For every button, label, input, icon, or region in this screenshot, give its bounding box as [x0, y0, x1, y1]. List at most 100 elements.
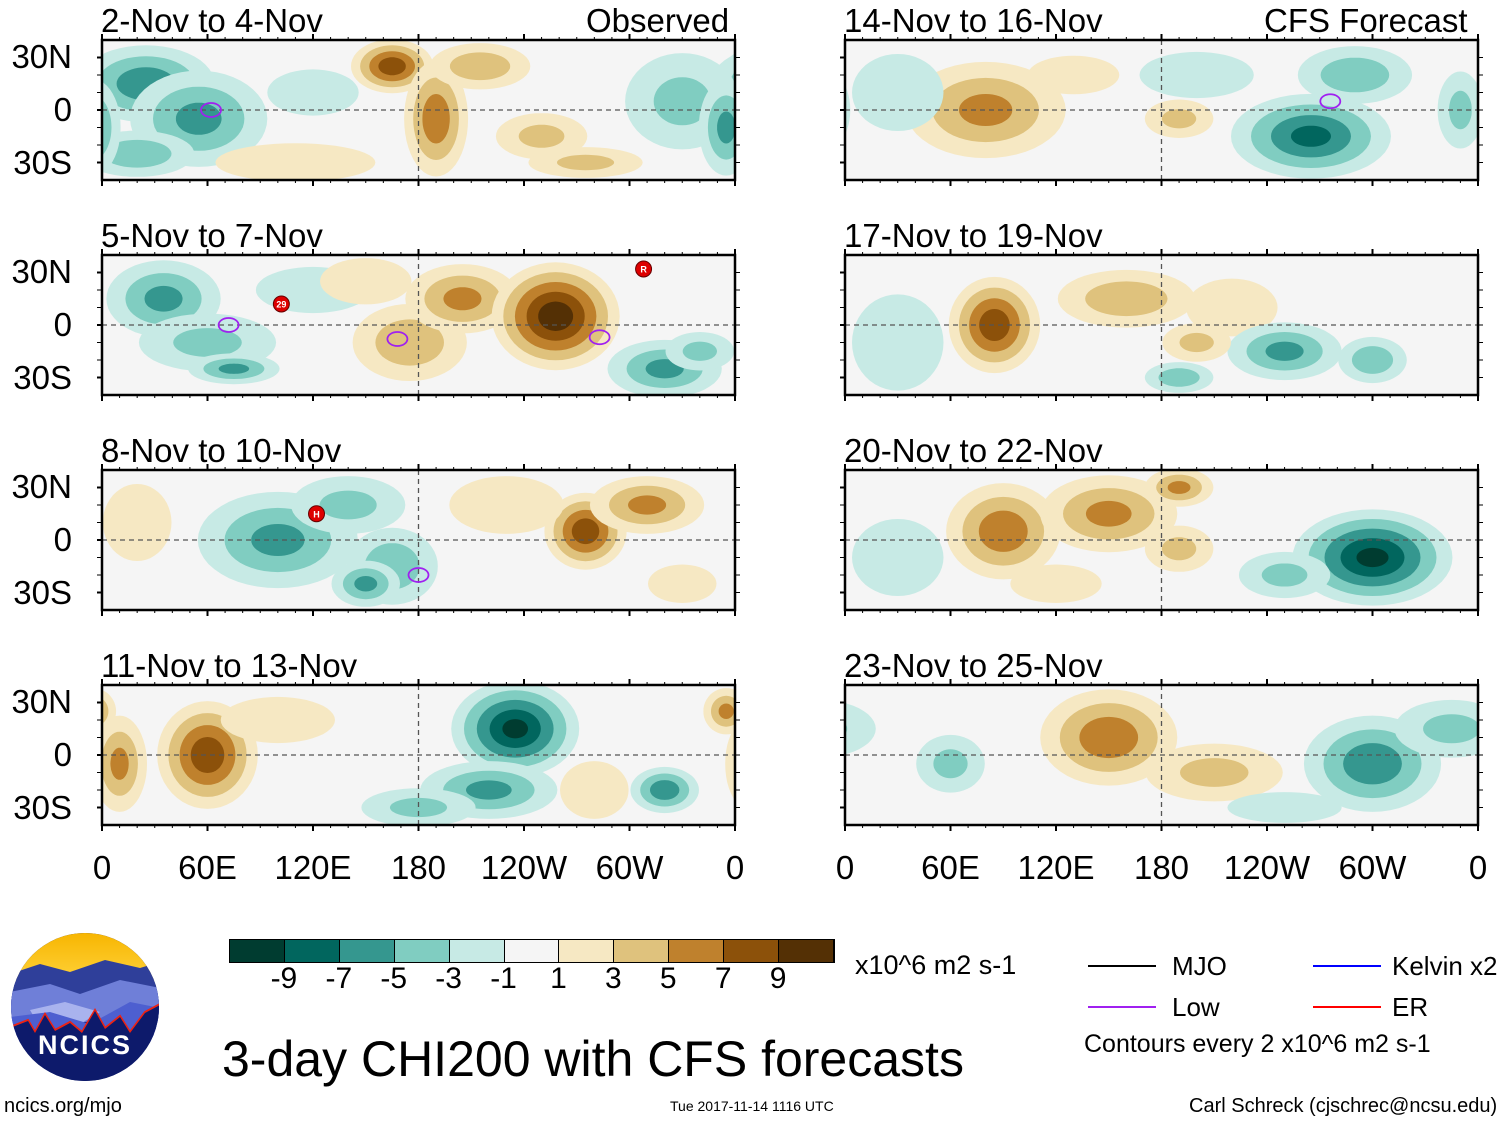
contour-note: Contours every 2 x10^6 m2 s-1: [1084, 1030, 1431, 1058]
colorbar-label: 5: [659, 962, 677, 995]
colorbar-swatch: [339, 940, 395, 962]
anomaly-contour-fill: [852, 294, 944, 391]
anomaly-contour-fill: [1343, 743, 1402, 785]
panel-title: 11-Nov to 13-Nov: [101, 647, 358, 684]
anomaly-contour-fill: [1291, 125, 1331, 147]
anomaly-contour-fill: [354, 576, 378, 592]
anomaly-contour-fill: [1180, 758, 1249, 787]
er-legend-label: ER: [1392, 992, 1429, 1022]
anomaly-contour-fill: [443, 287, 482, 311]
map-panel: [97, 34, 740, 186]
tropical-cyclone-icon: 29: [272, 295, 290, 313]
low-contour: [1319, 93, 1342, 110]
anomaly-contour-fill: [518, 124, 565, 148]
low-legend-line: [1088, 1006, 1156, 1008]
anomaly-contour-fill: [267, 69, 359, 116]
colorbar-swatch: [394, 940, 450, 962]
anomaly-contour-fill: [978, 510, 1028, 552]
lat-label: 30N: [11, 468, 72, 505]
anomaly-contour-fill: [1158, 368, 1200, 387]
lat-label: 30N: [11, 38, 72, 75]
colorbar-label: -1: [490, 962, 517, 995]
observed-label: Observed: [586, 2, 730, 39]
lat-label: 30S: [13, 574, 72, 611]
storm-label: 29: [276, 300, 286, 310]
anomaly-contour-fill: [173, 328, 242, 357]
anomaly-contour-fill: [375, 319, 444, 366]
lat-label: 0: [53, 306, 72, 343]
colorbar-label: -9: [270, 962, 298, 995]
lon-label: 180: [1133, 849, 1190, 886]
tropical-cyclone-icon: R: [635, 260, 653, 278]
anomaly-contour-fill: [1423, 714, 1478, 744]
anomaly-contour-fill: [682, 341, 717, 361]
lon-label: 0: [725, 849, 745, 886]
anomaly-contour-fill: [1161, 109, 1197, 129]
anomaly-contour-fill: [1010, 564, 1102, 603]
anomaly-contour-fill: [466, 780, 512, 800]
map-panel: [840, 34, 1483, 186]
mjo-legend-label: MJO: [1172, 951, 1227, 981]
lat-label: 30S: [13, 789, 72, 826]
colorbar: [229, 939, 835, 963]
panel-title: 2-Nov to 4-Nov: [101, 2, 323, 39]
colorbar-label: 3: [605, 962, 622, 995]
storm-label: H: [313, 509, 320, 519]
anomaly-contour-fill: [102, 95, 112, 160]
panel-title: 20-Nov to 22-Nov: [844, 432, 1103, 469]
map-panel: [840, 464, 1483, 616]
anomaly-contour-fill: [102, 484, 172, 561]
anomaly-contour-fill: [1351, 346, 1394, 374]
anomaly-contour-fill: [1139, 51, 1254, 99]
anomaly-contour-fill: [175, 102, 222, 135]
anomaly-contour-fill: [628, 495, 667, 515]
lon-label: 120E: [274, 849, 352, 886]
anomaly-contour-fill: [190, 737, 225, 773]
anomaly-contour-fill: [557, 154, 615, 171]
lon-label: 120W: [480, 849, 568, 886]
cfs-forecast-label: CFS Forecast: [1264, 2, 1468, 39]
footer-author: Carl Schreck (cjschrec@ncsu.edu): [1189, 1095, 1498, 1117]
colorbar-swatch: [504, 940, 560, 962]
low-contour: [588, 329, 611, 346]
colorbar-units: x10^6 m2 s-1: [855, 950, 1017, 980]
anomaly-contour-fill: [725, 715, 735, 812]
storm-label: R: [640, 265, 647, 275]
anomaly-contour-fill: [1085, 281, 1168, 317]
anomaly-contour-fill: [959, 94, 1013, 126]
anomaly-contour-fill: [422, 94, 450, 144]
anomaly-contour-fill: [102, 139, 172, 168]
anomaly-contour-fill: [215, 143, 376, 180]
footer-timestamp: Tue 2017-11-14 1116 UTC: [670, 1098, 834, 1114]
lon-label: 120E: [1017, 849, 1095, 886]
map-panel: [840, 679, 1483, 831]
low-contour: [217, 317, 240, 333]
lon-label: 60W: [1338, 849, 1407, 886]
anomaly-contour-fill: [1179, 332, 1214, 353]
anomaly-contour-fill: [1079, 716, 1139, 759]
colorbar-label: 1: [550, 962, 567, 995]
panel-title: 17-Nov to 19-Nov: [844, 217, 1103, 254]
anomaly-contour-fill: [1227, 792, 1342, 823]
anomaly-contour-fill: [220, 696, 335, 744]
anomaly-contour-fill: [1161, 537, 1197, 561]
kelvin-legend-label: Kelvin x2: [1392, 951, 1498, 981]
lon-label: 0: [1468, 849, 1488, 886]
anomaly-contour-fill: [1167, 481, 1191, 494]
lat-label: 30N: [11, 253, 72, 290]
kelvin-legend-line: [1313, 965, 1381, 967]
er-legend-line: [1313, 1006, 1381, 1008]
anomaly-contour-fill: [218, 363, 250, 374]
colorbar-label: -7: [325, 962, 353, 995]
lon-label: 0: [92, 849, 112, 886]
panel-title: 5-Nov to 7-Nov: [101, 217, 323, 254]
anomaly-contour-fill: [110, 747, 129, 780]
lon-label: 180: [390, 849, 447, 886]
footer-url[interactable]: ncics.org/mjo: [4, 1095, 122, 1117]
anomaly-contour-fill: [933, 749, 968, 779]
anomaly-contour-fill: [852, 54, 944, 131]
anomaly-contour-fill: [389, 797, 448, 818]
map-panel: [97, 679, 740, 831]
panel-title: 8-Nov to 10-Nov: [101, 432, 342, 469]
lon-label: 0: [835, 849, 855, 886]
